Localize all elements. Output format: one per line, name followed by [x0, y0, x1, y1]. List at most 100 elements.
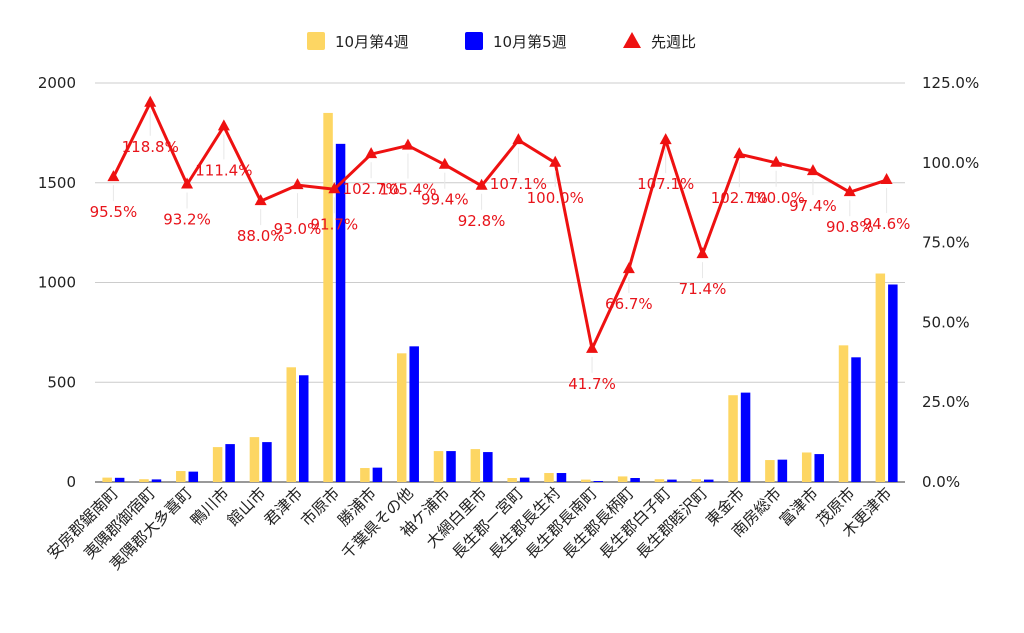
legend-swatch [623, 32, 641, 48]
ratio-data-label: 93.2% [163, 211, 211, 229]
y-tick-label: 2000 [38, 74, 76, 92]
bar-week4 [617, 476, 628, 482]
y-tick-label: 0 [66, 473, 76, 491]
bar-week5 [446, 451, 456, 482]
bar-week4 [102, 477, 112, 482]
y-tick-label: 500 [47, 373, 76, 391]
bar-week5 [299, 375, 309, 482]
ratio-data-label: 118.8% [122, 138, 179, 156]
ratio-marker [475, 178, 488, 190]
ratio-marker [622, 262, 635, 274]
bar-week4 [212, 447, 223, 482]
ratio-marker [107, 170, 120, 182]
bar-week5 [151, 479, 162, 482]
bar-week5 [593, 481, 604, 482]
x-tick-label: 鴨川市 [187, 484, 233, 530]
ratio-data-label: 107.1% [490, 175, 547, 193]
ratio-marker [696, 247, 709, 259]
bar-week5 [519, 477, 530, 482]
ratio-line-path [112, 101, 888, 351]
bar-week4 [433, 451, 444, 482]
legend-label: 10月第5週 [493, 33, 567, 51]
bar-week4 [176, 471, 186, 482]
bar-week4 [801, 452, 812, 482]
ratio-data-label: 102.7% [711, 189, 768, 207]
bar-week4 [396, 353, 407, 482]
bar-week4 [581, 479, 591, 482]
ratio-data-label: 93.0% [274, 220, 322, 238]
ratio-data-label: 91.7% [310, 215, 358, 233]
gridlines [95, 82, 905, 483]
bar-week4 [360, 468, 370, 482]
ratio-line [107, 95, 893, 353]
ratio-marker [549, 155, 562, 167]
ratio-marker [365, 147, 378, 159]
x-tick-label: 富津市 [776, 484, 822, 530]
ratio-marker [880, 173, 893, 185]
x-axis: 安房郡鋸南町夷隅郡御宿町夷隅郡大多喜町鴨川市館山市君津市市原市勝浦市千葉県その他… [44, 484, 896, 573]
ratio-marker [181, 177, 194, 189]
y-tick-label: 1000 [38, 274, 76, 292]
ratio-data-label: 100.0% [748, 189, 805, 207]
data-labels: 95.5% 118.8% 93.2% 111.4% 88.0%93.0%91.7% 102… [90, 110, 911, 393]
ratio-marker [586, 341, 599, 353]
y2-tick-label: 0.0% [922, 473, 960, 491]
ratio-data-label: 41.7% [568, 375, 616, 393]
ratio-marker [733, 147, 746, 159]
bar-week5 [225, 444, 235, 482]
bar-week4 [470, 449, 481, 482]
ratio-data-label: 92.8% [458, 212, 506, 230]
bar-week5 [851, 357, 861, 482]
bar-week4 [544, 473, 554, 482]
y-axis-left: 0 500 1000 1500 2000 [38, 74, 76, 491]
ratio-marker [254, 194, 267, 206]
legend-swatch [307, 32, 325, 50]
y2-tick-label: 25.0% [922, 393, 970, 411]
ratio-data-label: 71.4% [679, 280, 727, 298]
bar-week5 [409, 346, 419, 482]
ratio-marker [806, 164, 819, 176]
y2-tick-label: 75.0% [922, 234, 970, 252]
bar-week5 [188, 471, 199, 482]
y2-tick-label: 125.0% [922, 74, 979, 92]
legend-swatch [465, 32, 483, 50]
bar-week5 [704, 479, 714, 482]
bar-week4 [654, 479, 665, 482]
bar-week4 [249, 437, 260, 482]
bar-week4 [728, 395, 738, 482]
bar-week4 [323, 112, 333, 483]
ratio-data-label: 100.0% [527, 189, 584, 207]
bar-week4 [765, 460, 775, 482]
x-tick-label: 館山市 [224, 484, 270, 530]
ratio-data-label: 111.4% [195, 161, 252, 179]
ratio-data-label: 94.6% [863, 215, 911, 233]
ratio-marker [770, 155, 783, 167]
ratio-data-label: 95.5% [90, 203, 138, 221]
ratio-data-label: 107.1% [637, 175, 694, 193]
ratio-marker [328, 182, 341, 194]
ratio-marker [401, 138, 414, 150]
bar-week5 [630, 478, 640, 482]
bar-week5 [372, 467, 383, 482]
bar-week4 [507, 478, 517, 482]
y2-tick-label: 50.0% [922, 313, 970, 331]
bar-week5 [262, 442, 272, 482]
x-tick-label: 市原市 [298, 484, 344, 530]
y-axis-right: 0.0% 25.0% 50.0% 75.0% 100.0% 125.0% [922, 74, 979, 491]
ratio-marker [512, 133, 525, 145]
ratio-marker [659, 133, 672, 145]
bar-week4 [286, 367, 296, 482]
bar-week4 [139, 479, 149, 482]
legend-label: 10月第4週 [335, 33, 409, 51]
ratio-marker [217, 119, 230, 131]
bar-week4 [691, 479, 701, 482]
ratio-data-label: 88.0% [237, 227, 285, 245]
ratio-data-label: 102.7% [343, 180, 400, 198]
bar-week5 [335, 143, 346, 482]
x-tick-label: 君津市 [261, 484, 307, 530]
bar-week5 [777, 459, 788, 482]
bar-week5 [114, 477, 125, 482]
bar-week5 [814, 454, 824, 482]
bar-week5 [667, 479, 677, 482]
